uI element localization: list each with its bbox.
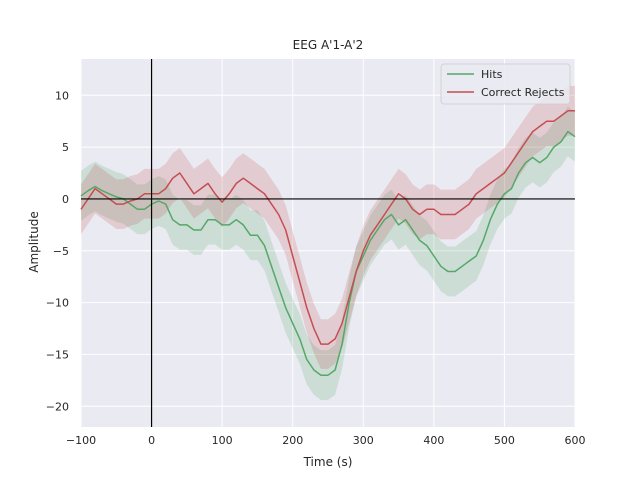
reference-lines xyxy=(81,59,575,427)
x-tick-labels: −100 0 100 200 300 400 500 600 xyxy=(66,434,586,447)
chart-title: EEG A'1-A'2 xyxy=(293,38,364,52)
y-tick-label: −20 xyxy=(46,400,69,413)
confidence-bands xyxy=(81,86,575,400)
x-tick-label: 600 xyxy=(565,434,586,447)
line-hits xyxy=(80,130,576,376)
y-tick-label: 10 xyxy=(55,89,69,102)
legend: Hits Correct Rejects xyxy=(440,63,571,105)
y-tick-label: −15 xyxy=(46,348,69,361)
y-axis-label: Amplitude xyxy=(27,211,41,273)
series-lines xyxy=(80,110,576,376)
grid-lines xyxy=(80,59,576,427)
y-tick-label: 0 xyxy=(62,193,69,206)
x-axis-label: Time (s) xyxy=(303,455,353,469)
y-tick-label: −10 xyxy=(46,297,69,310)
x-tick-label: 400 xyxy=(423,434,444,447)
x-tick-label: 100 xyxy=(212,434,233,447)
x-tick-label: −100 xyxy=(66,434,96,447)
y-tick-label: 5 xyxy=(62,141,69,154)
legend-label-correct-rejects: Correct Rejects xyxy=(481,86,565,99)
y-tick-labels: −20 −15 −10 −5 0 5 10 xyxy=(46,89,69,413)
legend-label-hits: Hits xyxy=(481,68,503,81)
x-tick-label: 200 xyxy=(282,434,303,447)
plot-area xyxy=(81,59,575,427)
line-correct-rejects xyxy=(80,110,575,345)
x-tick-label: 300 xyxy=(353,434,374,447)
band-hits xyxy=(81,106,575,400)
x-tick-label: 0 xyxy=(148,434,155,447)
y-tick-label: −5 xyxy=(53,245,69,258)
x-tick-label: 500 xyxy=(494,434,515,447)
